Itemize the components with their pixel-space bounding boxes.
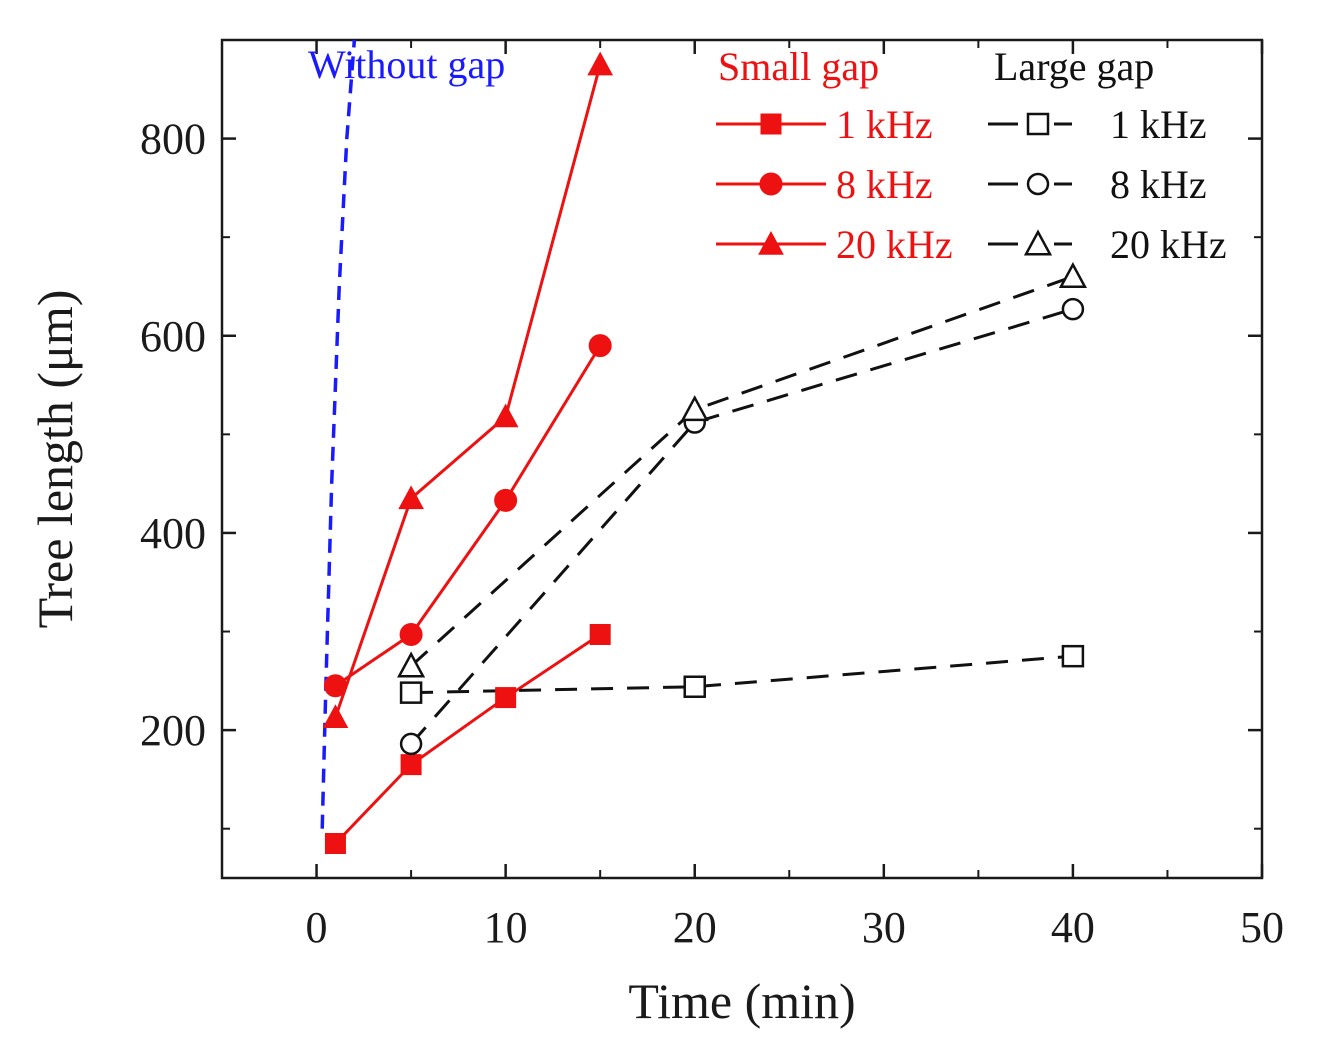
legend-small-gap-title: Small gap xyxy=(718,44,879,89)
series-line-small-20khz xyxy=(334,64,602,718)
point-small-8khz xyxy=(323,674,347,698)
point-small-8khz xyxy=(588,334,612,358)
legend-small-8khz-label: 8 kHz xyxy=(836,162,933,207)
legend-marker-large-8khz xyxy=(1026,172,1050,196)
point-small-1khz xyxy=(400,754,422,776)
y-tick-label: 400 xyxy=(140,509,206,558)
point-small-20khz xyxy=(587,51,614,76)
series-line-large-8khz xyxy=(409,307,1074,745)
legend-large-gap-title: Large gap xyxy=(994,44,1154,89)
y-axis-title: Tree length (μm) xyxy=(27,290,83,629)
x-axis-title: Time (min) xyxy=(628,973,855,1029)
legend-large-8khz-label: 8 kHz xyxy=(1110,162,1207,207)
point-large-1khz xyxy=(399,681,423,704)
plot-frame xyxy=(220,38,1264,880)
legend-marker-small-8khz xyxy=(759,172,783,196)
axis-ticks: 0 10 20 30 40 50 200 400 600 800 xyxy=(140,39,1284,952)
point-small-8khz xyxy=(399,622,423,646)
legend-large-20khz-label: 20 kHz xyxy=(1110,222,1227,267)
point-small-1khz xyxy=(495,687,517,709)
x-tick-label: 10 xyxy=(484,903,528,952)
x-tick-label: 20 xyxy=(673,903,717,952)
point-large-8khz xyxy=(1061,297,1085,321)
point-small-8khz xyxy=(494,488,518,512)
point-large-20khz xyxy=(1058,261,1088,289)
legend-large-1khz-label: 1 kHz xyxy=(1110,102,1207,147)
point-small-20khz xyxy=(322,704,349,729)
point-large-1khz xyxy=(683,675,706,698)
y-tick-label: 600 xyxy=(140,312,206,361)
point-large-1khz xyxy=(1061,644,1085,668)
series-line-small-8khz xyxy=(334,344,602,687)
legend-symbols xyxy=(716,112,1072,256)
series-line-large-20khz xyxy=(410,275,1074,668)
legend-marker-large-1khz xyxy=(1026,112,1050,136)
y-tick-label: 200 xyxy=(140,706,206,755)
series-layer xyxy=(320,39,1088,854)
x-tick-label: 50 xyxy=(1240,903,1284,952)
legend-marker-small-1khz xyxy=(760,113,782,135)
legend-marker-large-20khz xyxy=(1023,229,1053,256)
point-small-20khz xyxy=(398,485,424,510)
without-gap-annotation: Without gap xyxy=(308,42,505,87)
point-large-20khz xyxy=(396,651,426,678)
without-gap-line xyxy=(320,39,357,829)
x-tick-label: 0 xyxy=(306,903,328,952)
point-small-1khz xyxy=(589,623,611,645)
legend-small-20khz-label: 20 kHz xyxy=(836,222,953,267)
y-tick-label: 800 xyxy=(140,115,206,164)
series-line-small-1khz xyxy=(334,633,602,845)
legend-small-1khz-label: 1 kHz xyxy=(836,102,933,147)
x-tick-label: 30 xyxy=(862,903,906,952)
plot-area xyxy=(220,38,1264,880)
point-small-20khz xyxy=(492,403,519,428)
point-small-1khz xyxy=(324,832,346,854)
x-tick-label: 40 xyxy=(1051,903,1095,952)
legend-marker-small-20khz xyxy=(758,230,784,255)
legend: Small gap Large gap 1 kHz 8 kHz 20 kHz 1… xyxy=(716,44,1227,267)
point-large-20khz xyxy=(680,395,709,422)
point-large-8khz xyxy=(399,732,423,756)
